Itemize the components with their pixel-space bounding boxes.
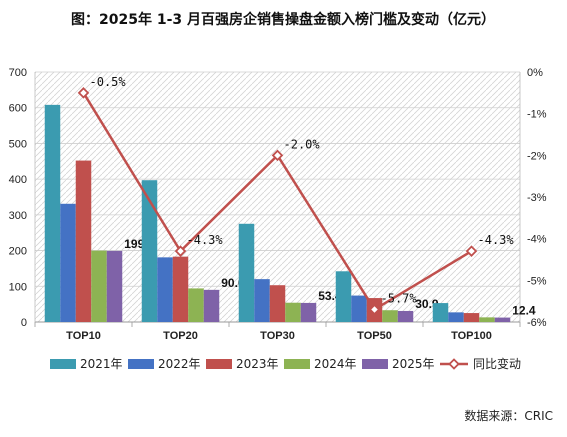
line-point [271,149,284,162]
y-tick-label-left: 100 [9,281,27,293]
value-label: 12.4 [512,304,536,318]
line-label: -4.3% [187,233,224,247]
legend-swatch [362,359,388,369]
legend-swatch [284,359,310,369]
y-tick-label-left: 0 [21,317,27,329]
bar [397,310,414,322]
plot-area: 0 100 200 300 400 500 600 700 0% -1% -2% -3% -4% -5% -… [9,67,547,342]
bar [238,223,255,322]
bar [75,160,92,322]
y-tick-label-left: 200 [9,246,27,258]
line-point [368,303,381,316]
source-note: 数据来源：CRIC [464,408,553,423]
legend-swatch [206,359,232,369]
y-tick-label-right: -3% [527,192,547,204]
y-tick-label-right: -5% [527,275,547,287]
bar [91,250,107,322]
bar [494,317,511,322]
bar [157,257,173,322]
chart-title: 图：2025年 1-3 月百强房企销售操盘金额入榜门槛及变动（亿元） [71,11,495,28]
legend-label: 2022年 [158,357,201,371]
y-tick-label-left: 700 [9,67,27,79]
bar [432,303,449,322]
bar [300,302,317,322]
line-label: -2.0% [284,137,321,151]
y-tick-label-left: 300 [9,210,27,222]
legend: 2021年 2022年 2023年 2024年 2025年 同比变动 [50,356,521,371]
legend-label: 2024年 [314,357,357,371]
bar [254,279,270,322]
line-label: -0.5% [90,75,127,89]
legend-label: 2021年 [80,357,123,371]
legend-line-marker [448,358,460,370]
legend-swatch [128,359,154,369]
bar [188,288,204,322]
bar [448,312,464,322]
bar [463,313,480,322]
legend-swatch [50,359,76,369]
y-tick-label-right: -4% [527,234,547,246]
y-tick-label-right: -1% [527,109,547,121]
line-label: -5.7% [381,292,418,306]
legend-label: 2025年 [392,357,435,371]
bar [203,289,220,322]
line-label: -4.3% [478,233,515,247]
legend-label: 同比变动 [473,356,521,371]
line-point [465,245,478,257]
line-point [174,245,187,257]
x-tick-label: TOP10 [66,330,101,342]
x-tick-label: TOP100 [451,330,492,342]
bar [106,250,123,322]
y-tick-label-right: -6% [527,317,547,329]
legend-label: 2023年 [236,357,279,371]
bar [479,317,495,322]
line-point [77,87,90,99]
bar [141,180,158,322]
x-tick-label: TOP20 [163,330,198,342]
bar [60,203,76,322]
y-tick-label-right: -2% [527,150,547,162]
y-tick-label-left: 400 [9,174,27,186]
bar [382,310,398,322]
y-tick-label-right: 0% [527,67,543,79]
bar [335,271,352,322]
bar [44,104,61,322]
bar [172,256,189,322]
y-tick-label-left: 600 [9,103,27,115]
y-tick-label-left: 500 [9,138,27,150]
bar [269,285,286,322]
bar [351,295,367,322]
x-tick-label: TOP50 [357,330,392,342]
bar [285,302,301,322]
x-tick-label: TOP30 [260,330,295,342]
